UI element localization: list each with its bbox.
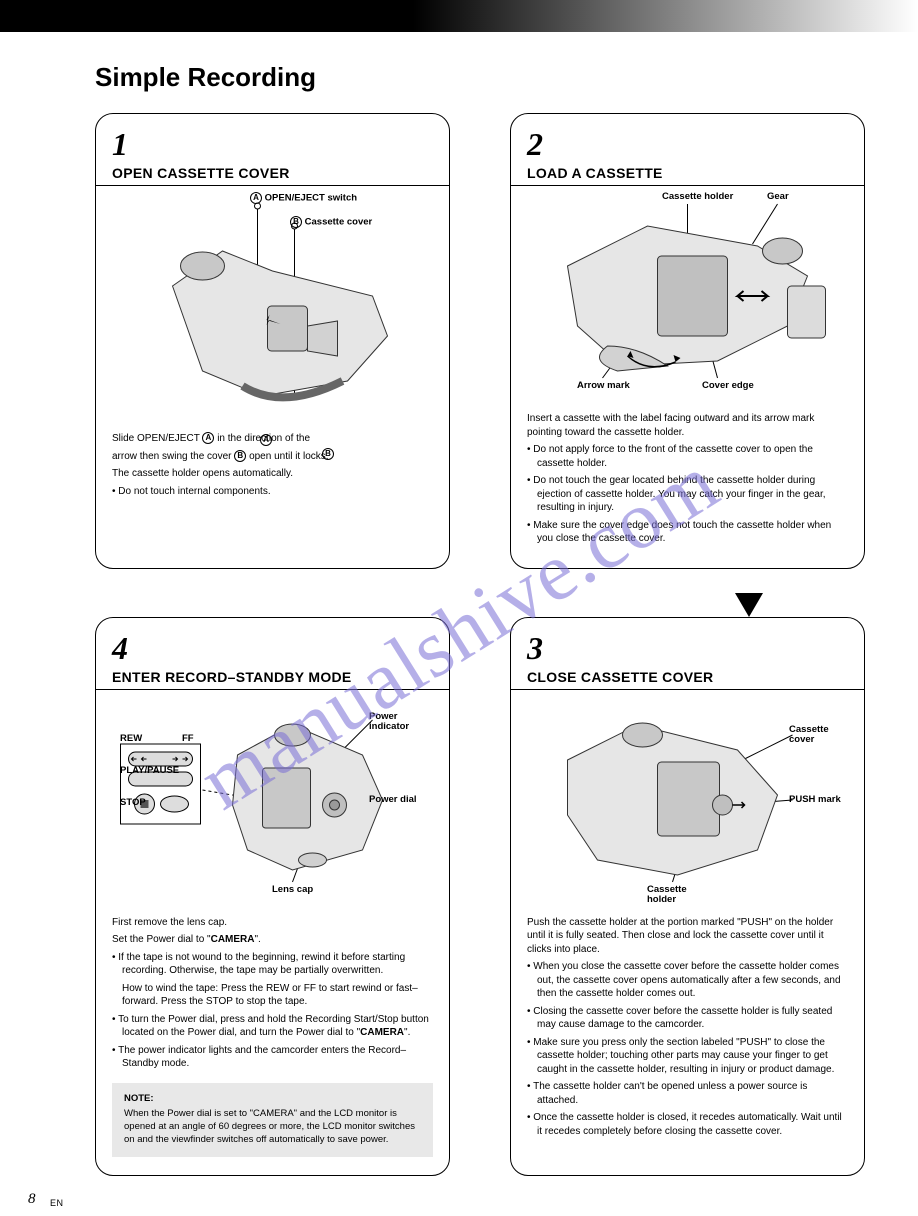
page-lang: EN bbox=[50, 1198, 64, 1208]
page-title: Simple Recording bbox=[95, 62, 918, 93]
s1-line1-pre: Slide OPEN/EJECT bbox=[112, 433, 202, 444]
separator bbox=[96, 185, 449, 186]
separator bbox=[511, 185, 864, 186]
s4-p2-post: ". bbox=[255, 934, 261, 945]
callout-b-text: Cassette cover bbox=[305, 217, 373, 228]
step-3-diagram: Cassette cover PUSH mark Cassette holder bbox=[527, 700, 848, 910]
letter-b-icon: B bbox=[290, 216, 302, 228]
step-2-number: 2 bbox=[527, 126, 848, 163]
step-1-number: 1 bbox=[112, 126, 433, 163]
s4-p2-pre: Set the Power dial to " bbox=[112, 934, 211, 945]
panel-step-3: 3 CLOSE CASSETTE COVER Cassette cover PU… bbox=[510, 617, 865, 1176]
callout-open-eject: A OPEN/EJECT switch bbox=[250, 192, 357, 204]
step-3-title: CLOSE CASSETTE COVER bbox=[527, 669, 848, 685]
camcorder-illustration-2 bbox=[527, 196, 848, 406]
callout-mark: Arrow mark bbox=[577, 381, 637, 391]
s4-b2: • To turn the Power dial, press and hold… bbox=[112, 1013, 433, 1040]
callout-cover-edge: Cover edge bbox=[702, 381, 762, 391]
s2-b2: • Do not touch the gear located behind t… bbox=[527, 474, 848, 515]
s1-line2-pre: arrow then swing the cover bbox=[112, 451, 234, 462]
camcorder-illustration-1 bbox=[112, 196, 433, 426]
panel-step-1: 1 OPEN CASSETTE COVER A OPEN/EJECT switc… bbox=[95, 113, 450, 569]
panel-step-2: 2 LOAD A CASSETTE Cassette holder Gear A… bbox=[510, 113, 865, 569]
callout-lens-cap: Lens cap bbox=[272, 885, 332, 895]
note-box: NOTE: When the Power dial is set to "CAM… bbox=[112, 1083, 433, 1157]
s1-line3: The cassette holder opens automatically. bbox=[112, 467, 433, 481]
note-body: When the Power dial is set to "CAMERA" a… bbox=[124, 1108, 421, 1146]
marker-b: B bbox=[322, 448, 334, 460]
s2-p1: Insert a cassette with the label facing … bbox=[527, 412, 848, 439]
s4-b1a: How to wind the tape: Press the REW or F… bbox=[112, 982, 433, 1009]
s4-b2-post: ". bbox=[404, 1027, 410, 1038]
step-4-body: First remove the lens cap. Set the Power… bbox=[112, 916, 433, 1071]
s4-b3: • The power indicator lights and the cam… bbox=[112, 1044, 433, 1071]
callout-ff: FF bbox=[182, 734, 194, 744]
step-3-body: Push the cassette holder at the portion … bbox=[527, 916, 848, 1139]
callout-power-indicator: Power indicator bbox=[369, 712, 429, 733]
s1-bullet-1: • Do not touch internal components. bbox=[112, 485, 433, 499]
camera-label-1: CAMERA bbox=[211, 934, 255, 945]
step-4-diagram: Power indicator Power dial Lens cap REW … bbox=[112, 700, 433, 910]
flow-arrow-2-3 bbox=[735, 593, 763, 617]
page-number: 8 bbox=[28, 1191, 36, 1208]
separator bbox=[511, 689, 864, 690]
camera-label-2: CAMERA bbox=[360, 1027, 404, 1038]
panel-step-4: 4 ENTER RECORD–STANDBY MODE Power indica… bbox=[95, 617, 450, 1176]
separator bbox=[96, 689, 449, 690]
letter-a-icon: A bbox=[250, 192, 262, 204]
step-1-body: Slide OPEN/EJECT A in the direction of t… bbox=[112, 432, 433, 498]
step-4-number: 4 bbox=[112, 630, 433, 667]
s3-b1: • When you close the cassette cover befo… bbox=[527, 960, 848, 1001]
step-1-diagram: A OPEN/EJECT switch B Cassette cover bbox=[112, 196, 433, 426]
s4-b1: • If the tape is not wound to the beginn… bbox=[112, 951, 433, 978]
step-2-diagram: Cassette holder Gear Arrow mark Cover ed… bbox=[527, 196, 848, 406]
header-gradient bbox=[0, 0, 918, 32]
s3-b5: • Once the cassette holder is closed, it… bbox=[527, 1111, 848, 1138]
s2-b1: • Do not apply force to the front of the… bbox=[527, 443, 848, 470]
callout-a-text: OPEN/EJECT switch bbox=[265, 193, 357, 204]
callout-power-dial: Power dial bbox=[369, 795, 429, 805]
callout-rew: REW bbox=[120, 734, 142, 744]
step-2-title: LOAD A CASSETTE bbox=[527, 165, 848, 181]
steps-grid: 1 OPEN CASSETTE COVER A OPEN/EJECT switc… bbox=[95, 113, 918, 1176]
callout-play: PLAY/PAUSE bbox=[120, 766, 179, 776]
marker-a: A bbox=[260, 434, 272, 446]
step-2-body: Insert a cassette with the label facing … bbox=[527, 412, 848, 546]
callout-gear: Gear bbox=[767, 192, 789, 202]
callout-holder: Cassette holder bbox=[662, 192, 733, 202]
s3-b3: • Make sure you press only the section l… bbox=[527, 1036, 848, 1077]
s2-b3: • Make sure the cover edge does not touc… bbox=[527, 519, 848, 546]
callout-cover-3: Cassette cover bbox=[789, 725, 844, 746]
s3-p1: Push the cassette holder at the portion … bbox=[527, 916, 848, 957]
s3-b2: • Closing the cassette cover before the … bbox=[527, 1005, 848, 1032]
callout-stop: STOP bbox=[120, 798, 146, 808]
inline-letter-a: A bbox=[202, 432, 214, 444]
callout-holder-3: Cassette holder bbox=[647, 885, 707, 906]
step-4-title: ENTER RECORD–STANDBY MODE bbox=[112, 669, 433, 685]
s3-b4: • The cassette holder can't be opened un… bbox=[527, 1080, 848, 1107]
callout-cassette-cover: B Cassette cover bbox=[290, 216, 372, 228]
step-1-title: OPEN CASSETTE COVER bbox=[112, 165, 433, 181]
inline-letter-b: B bbox=[234, 450, 246, 462]
callout-push: PUSH mark bbox=[789, 795, 844, 805]
note-title: NOTE: bbox=[124, 1093, 421, 1106]
s4-p1: First remove the lens cap. bbox=[112, 916, 433, 930]
s1-line2-post: open until it locks. bbox=[249, 451, 329, 462]
step-3-number: 3 bbox=[527, 630, 848, 667]
